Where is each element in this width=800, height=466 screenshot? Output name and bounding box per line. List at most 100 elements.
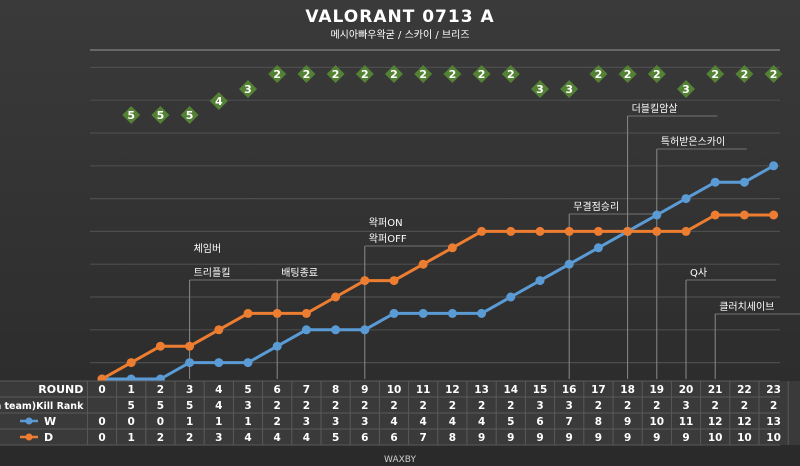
table-cell-W: 4 (420, 416, 427, 428)
table-cell-D: 9 (507, 432, 514, 444)
data-point-W (243, 358, 253, 368)
table-cell-W: 0 (98, 416, 105, 428)
data-point-D (214, 325, 224, 335)
table-cell-round: 3 (186, 384, 193, 396)
table-cell-round: 14 (503, 384, 518, 396)
table-cell-D: 2 (157, 432, 164, 444)
table-cell-rank: 3 (536, 400, 543, 412)
legend-marker-W (25, 417, 33, 425)
kill-rank-diamond (531, 80, 549, 98)
table-cell-round: 7 (303, 384, 310, 396)
kill-rank-diamond-label: 2 (711, 68, 719, 81)
data-point-D (535, 226, 545, 236)
table-cell-rank: 2 (507, 400, 514, 412)
kill-rank-diamond (268, 65, 287, 83)
footer-credit: WAXBY (384, 455, 416, 465)
table-cell-W: 3 (361, 416, 368, 428)
data-point-D (301, 308, 311, 318)
table-cell-rank: 2 (712, 400, 719, 412)
series-lines (97, 161, 779, 384)
table-cell-round: 17 (591, 384, 606, 396)
kill-rank-diamond-label: 2 (653, 68, 661, 81)
table-cell-rank: 2 (595, 400, 602, 412)
table-cell-W: 11 (679, 416, 694, 428)
table-cell-D: 9 (682, 432, 689, 444)
kill-rank-diamond (326, 65, 345, 83)
table-cell-W: 4 (478, 416, 485, 428)
kill-rank-diamond (501, 65, 520, 83)
table-cell-W: 3 (332, 416, 339, 428)
table-cell-round: 15 (533, 384, 548, 396)
data-point-D (710, 210, 720, 220)
table-cell-rank: 3 (566, 400, 573, 412)
data-point-W (710, 177, 720, 187)
table-cell-rank: 5 (186, 400, 193, 412)
kill-rank-markers: 5 5 5 4 3 2 2 2 2 2 2 2 2 2 3 3 2 2 2 3 2 2 2 (122, 65, 783, 124)
table-cell-round: 23 (766, 384, 781, 396)
data-point-D (126, 358, 136, 368)
table-cell-D: 9 (595, 432, 602, 444)
kill-rank-diamond (589, 65, 608, 83)
data-point-D (447, 243, 457, 253)
data-table: ROUND 0 1 2 3 4 5 6 7 8 9 10 11 12 13 14 15 16 17 18 19 20 21 2… (0, 380, 800, 446)
table-cell-rank: 5 (157, 400, 164, 412)
table-cell-W: 9 (624, 416, 631, 428)
table-cell-D: 8 (449, 432, 456, 444)
table-cell-D: 9 (478, 432, 485, 444)
table-cell-W: 4 (449, 416, 456, 428)
table-cell-rank: 2 (624, 400, 631, 412)
kill-rank-diamond-label: 5 (157, 109, 165, 122)
data-point-W (506, 292, 516, 302)
data-point-W (418, 308, 428, 318)
kill-rank-diamond-label: 3 (565, 83, 573, 96)
data-point-W (564, 259, 574, 269)
gridlines (90, 49, 780, 364)
data-point-D (623, 226, 633, 236)
data-point-D (331, 292, 341, 302)
kill-rank-diamond (472, 65, 491, 83)
table-cell-round: 18 (620, 384, 635, 396)
kill-rank-diamond (151, 106, 170, 124)
table-cell-rank: 2 (653, 400, 660, 412)
table-cell-D: 6 (361, 432, 368, 444)
table-cell-round: 20 (679, 384, 694, 396)
data-point-W (331, 325, 341, 335)
data-point-W (389, 308, 399, 318)
legend-label-W: W (44, 415, 56, 428)
data-point-D (243, 308, 253, 318)
data-point-W (477, 308, 487, 318)
kill-rank-diamond-label: 2 (273, 68, 281, 81)
data-point-W (593, 243, 603, 253)
table-cell-D: 6 (390, 432, 397, 444)
kill-rank-diamond (764, 65, 783, 83)
table-cell-rank: 3 (244, 400, 251, 412)
table-cell-round: 22 (737, 384, 752, 396)
table-cell-rank: 2 (449, 400, 456, 412)
kill-rank-diamond-label: 2 (507, 68, 515, 81)
table-cell-W: 8 (595, 416, 602, 428)
table-cell-round: 0 (98, 384, 105, 396)
data-point-D (477, 226, 487, 236)
table-cell-round: 16 (562, 384, 577, 396)
kill-rank-diamond-label: 2 (770, 68, 778, 81)
table-cell-W: 1 (215, 416, 222, 428)
kill-rank-diamond-label: 2 (449, 68, 457, 81)
kill-rank-diamond (647, 65, 666, 83)
kill-rank-diamond (239, 80, 257, 98)
data-point-W (739, 177, 749, 187)
kill-rank-diamond-label: 3 (682, 83, 690, 96)
table-cell-W: 6 (536, 416, 543, 428)
table-cell-W: 2 (274, 416, 281, 428)
table-row-label: ROUND (38, 383, 83, 396)
table-cell-D: 3 (215, 432, 222, 444)
series-line-W (102, 164, 775, 381)
kill-rank-diamond-label: 3 (244, 83, 252, 96)
kill-rank-diamond (385, 65, 403, 83)
data-point-W (360, 325, 370, 335)
annotation-label: 무결점승리 (573, 201, 619, 213)
table-cell-W: 1 (244, 416, 251, 428)
kill-rank-diamond (414, 65, 433, 83)
annotation-label: 더블킬암살 (632, 102, 678, 115)
data-point-D (272, 308, 282, 318)
